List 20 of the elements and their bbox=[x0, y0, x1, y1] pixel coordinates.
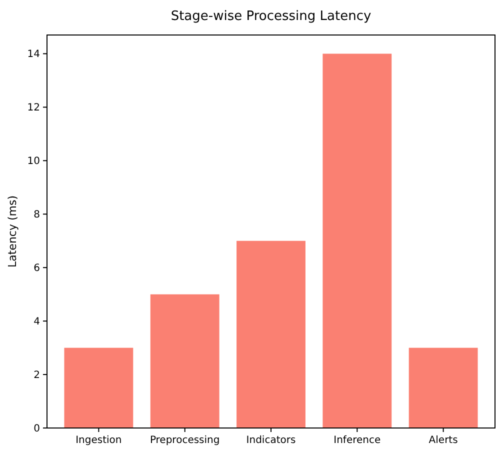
y-tick-label: 12 bbox=[27, 102, 40, 114]
y-tick-label: 2 bbox=[34, 370, 40, 382]
x-tick-label: Preprocessing bbox=[150, 435, 220, 446]
x-tick-label: Inference bbox=[334, 435, 381, 446]
chart-title: Stage-wise Processing Latency bbox=[170, 9, 372, 24]
y-tick-label: 0 bbox=[34, 424, 40, 434]
y-tick-label: 6 bbox=[34, 263, 40, 274]
bar bbox=[150, 294, 220, 428]
x-tick-label: Alerts bbox=[428, 435, 458, 446]
bar bbox=[64, 348, 134, 428]
y-tick-label: 4 bbox=[34, 316, 40, 328]
y-tick-label: 10 bbox=[27, 156, 40, 168]
x-tick-label: Ingestion bbox=[76, 435, 122, 446]
bar bbox=[236, 240, 306, 428]
y-axis-title: Latency (ms) bbox=[6, 195, 19, 268]
bar bbox=[408, 348, 478, 428]
y-tick-label: 14 bbox=[27, 49, 40, 60]
x-tick-label: Indicators bbox=[246, 435, 296, 446]
bar bbox=[322, 54, 392, 428]
y-tick-label: 8 bbox=[34, 210, 40, 221]
